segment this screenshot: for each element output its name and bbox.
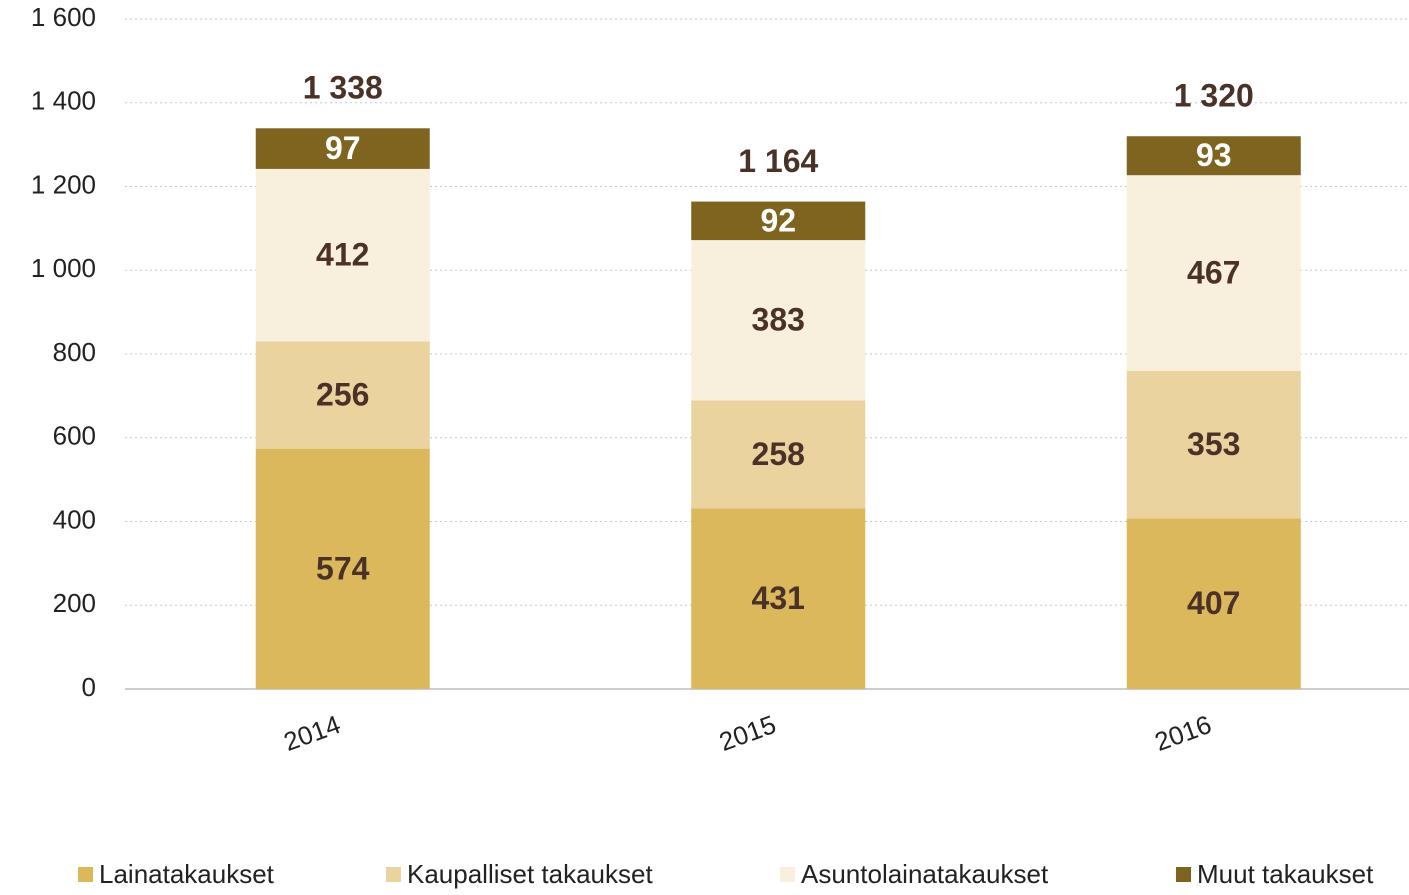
legend-swatch xyxy=(386,867,401,882)
data-label: 256 xyxy=(316,376,369,412)
y-tick-label: 0 xyxy=(82,672,96,702)
y-tick-label: 800 xyxy=(53,337,96,367)
bar-segment xyxy=(691,201,866,241)
bar-segment xyxy=(691,508,866,689)
legend-label: Muut takaukset xyxy=(1197,859,1374,889)
y-tick-label: 1 400 xyxy=(31,86,96,116)
data-label: 467 xyxy=(1187,254,1240,290)
bar-segment xyxy=(691,400,866,509)
data-label: 97 xyxy=(325,130,361,166)
y-tick-label: 1 600 xyxy=(31,2,96,32)
bar-segment xyxy=(1126,518,1301,689)
legend-swatch xyxy=(780,867,795,882)
bar-segment xyxy=(1126,370,1301,519)
y-tick-label: 1 200 xyxy=(31,169,96,199)
data-label: 93 xyxy=(1196,137,1232,173)
bar-segment xyxy=(255,168,430,342)
bar-segment xyxy=(255,128,430,169)
y-tick-label: 200 xyxy=(53,588,96,618)
bar-segment xyxy=(1126,136,1301,176)
legend-swatch xyxy=(1176,867,1191,882)
data-label: 92 xyxy=(760,202,796,238)
y-tick-label: 400 xyxy=(53,504,96,534)
bar-segment xyxy=(1126,175,1301,371)
x-tick-label: 2016 xyxy=(1151,709,1216,757)
y-tick-label: 1 000 xyxy=(31,253,96,283)
x-tick-label: 2015 xyxy=(715,709,780,757)
legend-label: Asuntolainatakaukset xyxy=(801,859,1049,889)
total-label: 1 164 xyxy=(738,143,818,179)
data-label: 383 xyxy=(752,302,805,338)
bar-segment xyxy=(255,448,430,689)
data-label: 412 xyxy=(316,237,369,273)
legend-label: Kaupalliset takaukset xyxy=(407,859,653,889)
data-label: 353 xyxy=(1187,426,1240,462)
legend-label: Lainatakaukset xyxy=(99,859,275,889)
y-tick-label: 600 xyxy=(53,421,96,451)
data-label: 407 xyxy=(1187,585,1240,621)
total-label: 1 338 xyxy=(303,70,383,106)
bar-segment xyxy=(255,341,430,449)
x-tick-label: 2014 xyxy=(280,709,345,757)
legend-swatch xyxy=(78,867,93,882)
data-label: 431 xyxy=(752,580,805,616)
data-label: 574 xyxy=(316,550,370,586)
data-label: 258 xyxy=(752,436,805,472)
bar-segment xyxy=(691,240,866,401)
total-label: 1 320 xyxy=(1174,78,1254,114)
